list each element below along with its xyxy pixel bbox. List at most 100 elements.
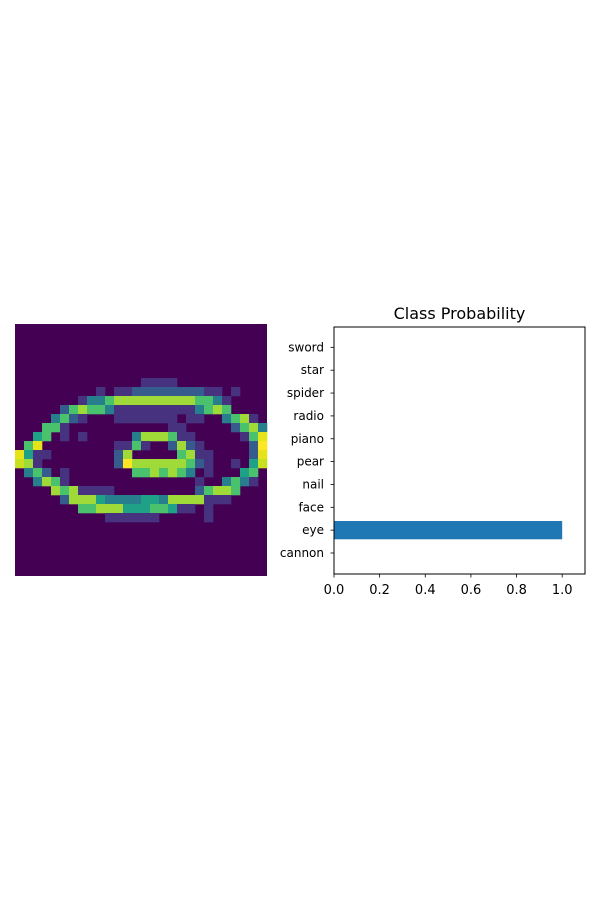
heatmap-cell (150, 414, 160, 424)
heatmap-cell (213, 495, 223, 505)
heatmap-cell (78, 414, 88, 424)
heatmap-cell (87, 504, 97, 514)
heatmap-cell (231, 459, 241, 469)
heatmap-cell (123, 396, 133, 406)
heatmap-cell (249, 432, 259, 442)
heatmap-cell (141, 414, 151, 424)
heatmap-cell (96, 504, 106, 514)
heatmap-cell (123, 405, 133, 415)
heatmap-cell (240, 432, 250, 442)
bar-marks (334, 521, 563, 540)
heatmap-cell (177, 441, 187, 451)
heatmap-cell (177, 387, 187, 397)
heatmap-cell (33, 459, 43, 469)
plot-frame (333, 326, 586, 575)
heatmap-cell (195, 405, 205, 415)
heatmap-cell (114, 504, 124, 514)
heatmap-cell (186, 432, 196, 442)
heatmap-cell (132, 387, 142, 397)
heatmap-cell (123, 495, 133, 505)
heatmap-cell (132, 504, 142, 514)
heatmap-cell (105, 495, 115, 505)
heatmap-cell (150, 495, 160, 505)
heatmap-cell (60, 495, 70, 505)
heatmap-cell (150, 378, 160, 388)
y-tick-label: nail (302, 477, 324, 491)
heatmap-cell (222, 405, 232, 415)
heatmap-cell (213, 387, 223, 397)
heatmap-cell (204, 513, 214, 523)
heatmap-cell (195, 396, 205, 406)
heatmap-cell (33, 450, 43, 460)
heatmap-cell (159, 378, 169, 388)
heatmap-cell (132, 414, 142, 424)
heatmap-cell (258, 423, 268, 433)
y-tick-label: eye (302, 523, 324, 537)
heatmap-cell (150, 459, 160, 469)
heatmap-cell (204, 387, 214, 397)
heatmap-cell (159, 495, 169, 505)
heatmap-cell (141, 468, 151, 478)
heatmap-cell (258, 459, 268, 469)
heatmap-cell (33, 468, 43, 478)
heatmap-cell (114, 450, 124, 460)
heatmap-cell (24, 459, 34, 469)
heatmap-cell (24, 450, 34, 460)
heatmap-cell (213, 486, 223, 496)
heatmap-cell (159, 387, 169, 397)
heatmap-cell (141, 441, 151, 451)
heatmap-cell (177, 432, 187, 442)
heatmap-cell (204, 405, 214, 415)
heatmap-cell (186, 450, 196, 460)
heatmap-cell (105, 513, 115, 523)
heatmap-cell (177, 504, 187, 514)
heatmap-cell (141, 432, 151, 442)
heatmap-cell (69, 414, 79, 424)
heatmap-cell (114, 414, 124, 424)
heatmap-cell (87, 486, 97, 496)
heatmap-cell (87, 495, 97, 505)
heatmap-cell (132, 405, 142, 415)
heatmap-cell (141, 378, 151, 388)
heatmap-cell (123, 414, 133, 424)
heatmap-cell (258, 432, 268, 442)
heatmap-cell (258, 450, 268, 460)
heatmap-cell (78, 432, 88, 442)
heatmap-cell (78, 504, 88, 514)
heatmap-cell (78, 396, 88, 406)
heatmap-cell (177, 423, 187, 433)
heatmap-cell (141, 495, 151, 505)
heatmap-cell (249, 441, 259, 451)
heatmap-cell (222, 486, 232, 496)
heatmap-cell (186, 405, 196, 415)
heatmap-cell (159, 414, 169, 424)
heatmap-cell (168, 378, 178, 388)
heatmap-cell (258, 441, 268, 451)
heatmap-cell (141, 396, 151, 406)
heatmap-cell (114, 405, 124, 415)
heatmap-cell (186, 495, 196, 505)
heatmap-cell (24, 468, 34, 478)
heatmap-cell (33, 477, 43, 487)
heatmap-cell (177, 405, 187, 415)
digit-heatmap-panel (15, 324, 268, 576)
x-tick-label: 0.2 (369, 583, 390, 598)
y-axis: cannon eye face nail pear piano radio spider sta… (280, 340, 334, 560)
heatmap-cell (195, 495, 205, 505)
heatmap-cell (33, 441, 43, 451)
heatmap-cell (123, 504, 133, 514)
heatmap-cell (141, 504, 151, 514)
chart-title: Class Probability (394, 304, 526, 323)
heatmap-cell (87, 396, 97, 406)
heatmap-cell (60, 405, 70, 415)
heatmap-cell (150, 396, 160, 406)
y-tick-label: star (301, 363, 324, 377)
heatmap-cell (204, 468, 214, 478)
heatmap-cell (51, 414, 61, 424)
heatmap-cell (42, 477, 52, 487)
heatmap-cell (186, 396, 196, 406)
heatmap-cell (168, 405, 178, 415)
heatmap-cell (222, 414, 232, 424)
heatmap-cell (240, 414, 250, 424)
heatmap-cell (60, 477, 70, 487)
